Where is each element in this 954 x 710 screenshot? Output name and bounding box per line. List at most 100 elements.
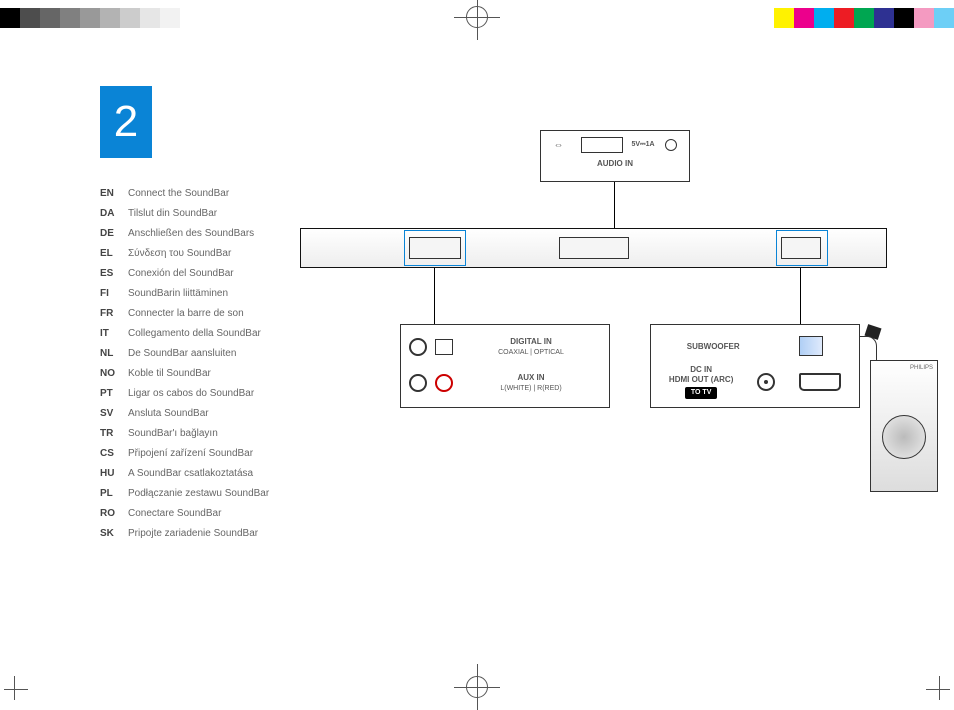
aux-left-jack-icon — [409, 374, 427, 392]
language-row: ELΣύνδεση του SoundBar — [100, 244, 269, 264]
audio-in-label: AUDIO IN — [545, 159, 685, 168]
print-swatches-right — [754, 8, 954, 28]
crop-mark-br — [916, 666, 950, 700]
hdmi-port-icon — [799, 373, 841, 391]
usb-port-icon — [581, 137, 623, 153]
language-row: CSPřipojení zařízení SoundBar — [100, 444, 269, 464]
language-text: SoundBar'ı bağlayın — [128, 424, 218, 444]
swatch — [834, 8, 854, 28]
language-text: Podłączanie zestawu SoundBar — [128, 484, 269, 504]
language-code: TR — [100, 424, 128, 444]
brand-label: PHILIPS — [910, 365, 933, 371]
coaxial-jack-icon — [409, 338, 427, 356]
swatch — [0, 8, 20, 28]
language-instruction-list: ENConnect the SoundBarDATilslut din Soun… — [100, 184, 269, 544]
language-code: HU — [100, 464, 128, 484]
swatch — [794, 8, 814, 28]
audio-jack-icon — [665, 139, 677, 151]
language-row: NOKoble til SoundBar — [100, 364, 269, 384]
language-code: IT — [100, 324, 128, 344]
crop-mark-bl — [4, 666, 38, 700]
hdmi-out-label: HDMI OUT (ARC) — [669, 375, 733, 385]
digital-in-sublabel: COAXIAL | OPTICAL — [457, 347, 605, 358]
language-text: Conectare SoundBar — [128, 504, 221, 524]
highlight-box-left — [404, 230, 466, 266]
language-code: PL — [100, 484, 128, 504]
language-code: EL — [100, 244, 128, 264]
language-text: Anschließen des SoundBars — [128, 224, 254, 244]
swatch — [874, 8, 894, 28]
language-text: Connect the SoundBar — [128, 184, 229, 204]
swatch — [814, 8, 834, 28]
swatch — [160, 8, 180, 28]
language-text: Koble til SoundBar — [128, 364, 211, 384]
language-code: SV — [100, 404, 128, 424]
language-row: ROConectare SoundBar — [100, 504, 269, 524]
subwoofer-label: SUBWOOFER — [687, 342, 740, 351]
language-code: FR — [100, 304, 128, 324]
language-code: CS — [100, 444, 128, 464]
subwoofer-port-icon — [799, 336, 823, 356]
callout-line — [800, 268, 801, 324]
language-code: ES — [100, 264, 128, 284]
swatch — [20, 8, 40, 28]
language-row: TRSoundBar'ı bağlayın — [100, 424, 269, 444]
language-row: DATilslut din SoundBar — [100, 204, 269, 224]
aux-in-label: AUX IN — [457, 372, 605, 383]
registration-mark-bottom — [454, 664, 500, 710]
aux-right-jack-icon — [435, 374, 453, 392]
language-row: SKPripojte zariadenie SoundBar — [100, 524, 269, 544]
callout-panel-audio-in: ⇔ 5V⎓1A AUDIO IN — [540, 130, 690, 182]
language-row: PTLigar os cabos do SoundBar — [100, 384, 269, 404]
language-row: ENConnect the SoundBar — [100, 184, 269, 204]
language-code: DE — [100, 224, 128, 244]
callout-line — [614, 182, 615, 228]
language-code: SK — [100, 524, 128, 544]
language-text: Connecter la barre de son — [128, 304, 244, 324]
highlight-box-right — [776, 230, 828, 266]
registration-mark-top — [454, 0, 500, 40]
swatch — [894, 8, 914, 28]
language-row: FRConnecter la barre de son — [100, 304, 269, 324]
print-swatches-left — [0, 8, 200, 28]
swatch — [914, 8, 934, 28]
subwoofer-driver-icon — [882, 415, 926, 459]
manual-page: 2 ENConnect the SoundBarDATilslut din So… — [0, 0, 954, 704]
optical-jack-icon — [435, 339, 453, 355]
language-code: DA — [100, 204, 128, 224]
language-row: NLDe SoundBar aansluiten — [100, 344, 269, 364]
language-row: ESConexión del SoundBar — [100, 264, 269, 284]
swatch — [774, 8, 794, 28]
swatch — [60, 8, 80, 28]
swatch — [934, 8, 954, 28]
swatch — [40, 8, 60, 28]
callout-panel-digital-aux: DIGITAL IN COAXIAL | OPTICAL AUX IN L(WH… — [400, 324, 610, 408]
dc-in-label: DC IN — [669, 365, 733, 375]
language-row: PLPodłączanie zestawu SoundBar — [100, 484, 269, 504]
language-text: Σύνδεση του SoundBar — [128, 244, 231, 264]
language-code: PT — [100, 384, 128, 404]
swatch — [100, 8, 120, 28]
subwoofer-diagram: PHILIPS — [870, 360, 938, 492]
swatch — [80, 8, 100, 28]
language-code: RO — [100, 504, 128, 524]
language-code: EN — [100, 184, 128, 204]
swatch — [120, 8, 140, 28]
language-text: Tilslut din SoundBar — [128, 204, 217, 224]
language-text: A SoundBar csatlakoztatása — [128, 464, 253, 484]
aux-in-sublabel: L(WHITE) | R(RED) — [457, 383, 605, 394]
language-text: SoundBarin liittäminen — [128, 284, 228, 304]
to-tv-badge: TO TV — [685, 387, 717, 399]
step-number-badge: 2 — [100, 86, 152, 158]
dc-jack-icon — [757, 373, 775, 391]
language-row: HUA SoundBar csatlakoztatása — [100, 464, 269, 484]
language-text: Conexión del SoundBar — [128, 264, 234, 284]
language-row: SVAnsluta SoundBar — [100, 404, 269, 424]
language-text: Pripojte zariadenie SoundBar — [128, 524, 258, 544]
language-text: Collegamento della SoundBar — [128, 324, 261, 344]
language-text: Ansluta SoundBar — [128, 404, 209, 424]
language-row: FISoundBarin liittäminen — [100, 284, 269, 304]
language-code: NO — [100, 364, 128, 384]
callout-line — [434, 268, 435, 324]
power-rating-label: 5V⎓1A — [631, 141, 654, 149]
